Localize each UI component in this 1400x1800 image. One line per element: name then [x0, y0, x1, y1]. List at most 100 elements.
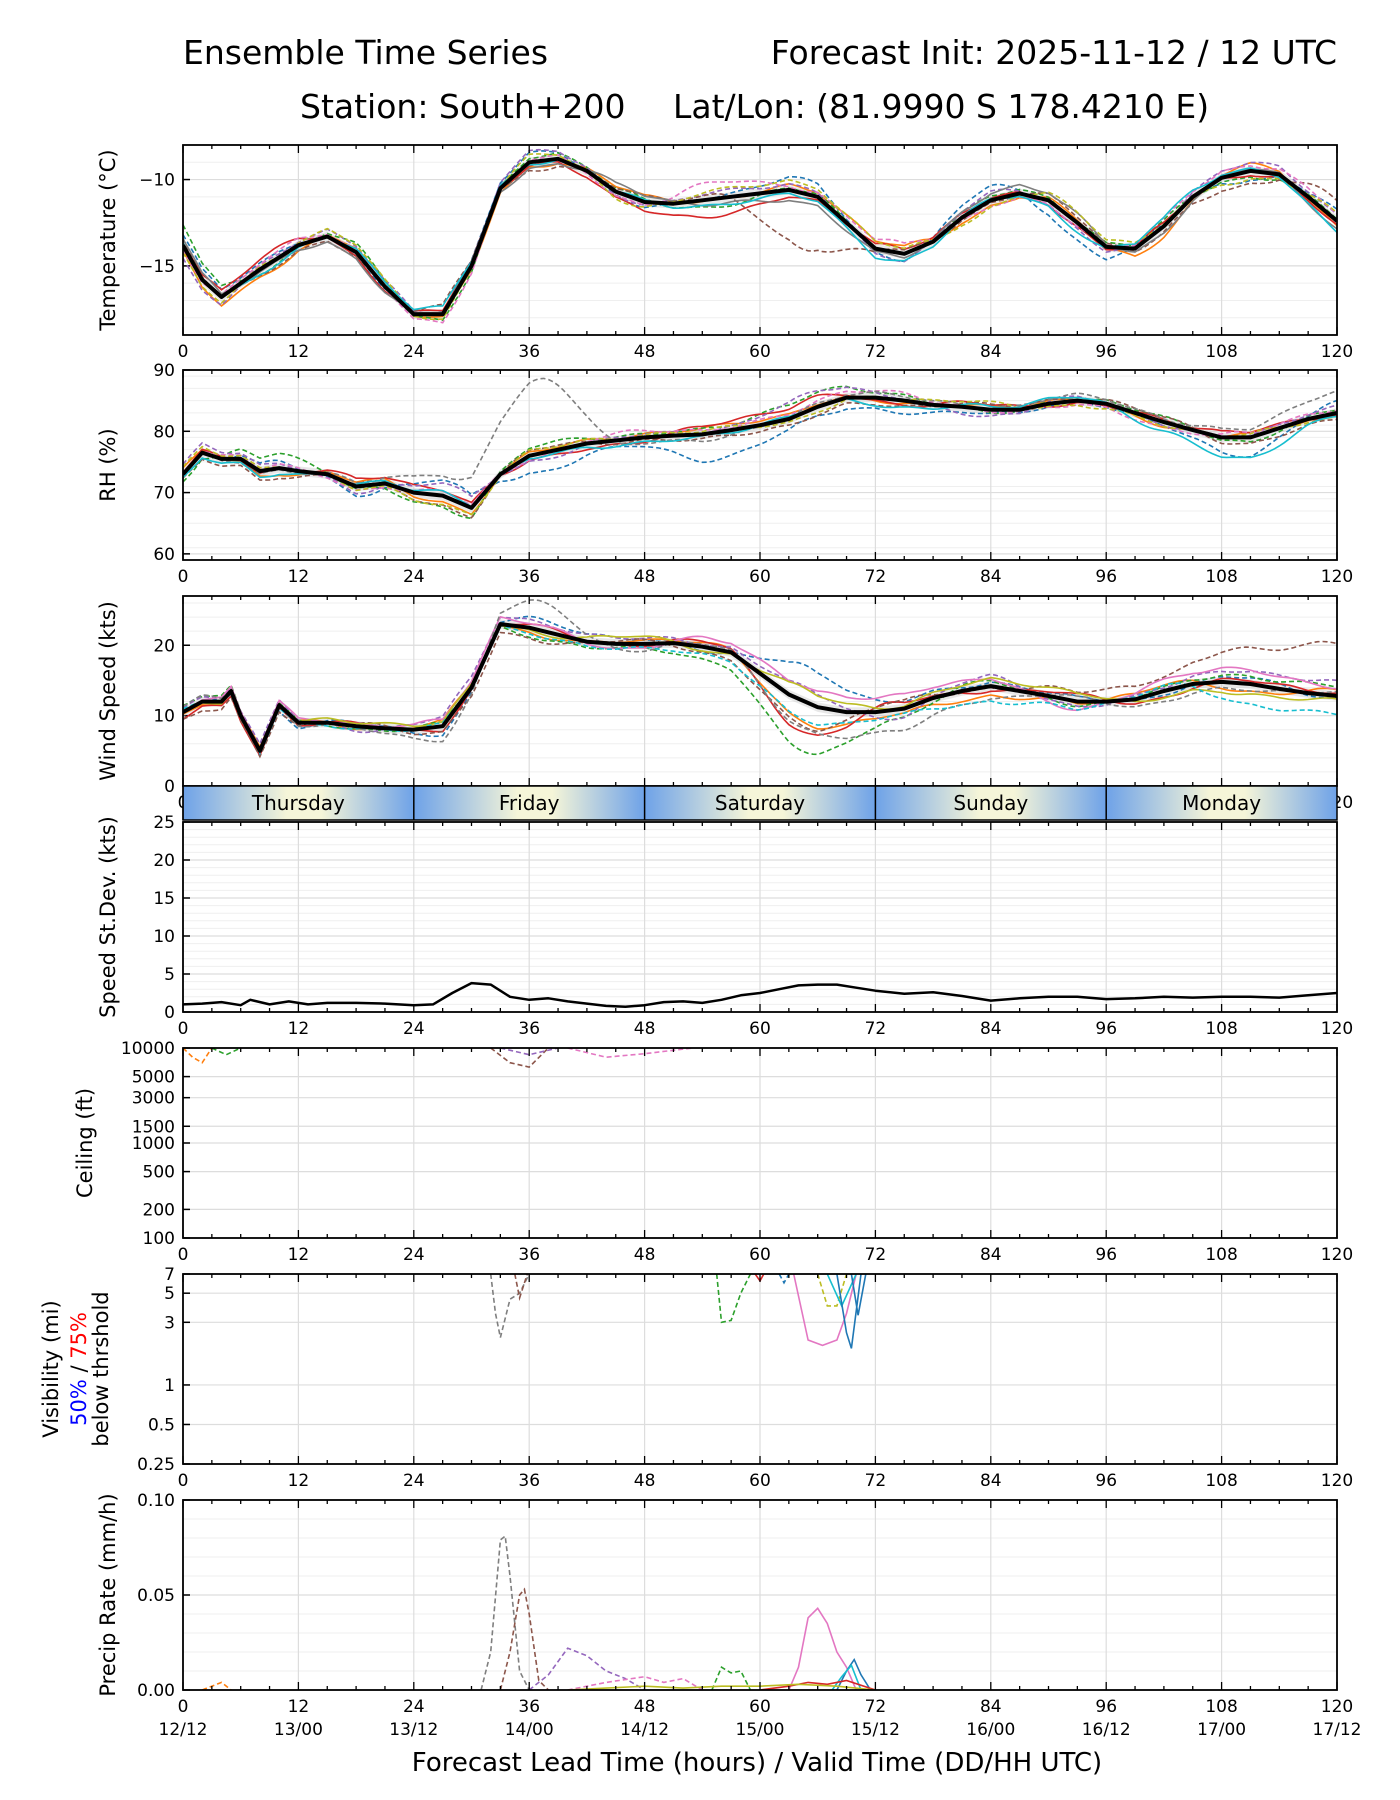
day-band-cell — [1106, 786, 1337, 820]
valid-time-label: 16/12 — [1082, 1720, 1131, 1740]
x-tick-label: 0 — [178, 1697, 189, 1717]
ensemble-member-line — [499, 1587, 549, 1690]
y-tick-label: 1000 — [132, 1134, 175, 1154]
y-tick-label: 0 — [164, 777, 175, 797]
x-tick-label: 120 — [1321, 1697, 1353, 1717]
ensemble-member-line — [183, 162, 1337, 314]
y-tick-label: 10 — [153, 707, 175, 727]
x-tick-label: 96 — [1095, 1697, 1117, 1717]
x-tick-label: 72 — [865, 1697, 887, 1717]
y-tick-label: 0.05 — [137, 1586, 175, 1606]
series-group — [183, 599, 1337, 759]
day-band-cell — [875, 786, 1107, 820]
series-group — [489, 1274, 867, 1349]
ensemble-member-line — [715, 1274, 752, 1324]
panel-frame — [182, 1499, 1338, 1691]
x-tick-label: 0 — [178, 1019, 189, 1039]
x-tick-label: 96 — [1095, 1019, 1117, 1039]
x-tick-label: 84 — [980, 1471, 1002, 1491]
ensemble-member-line — [211, 1048, 242, 1056]
ensemble-member-line — [500, 1048, 559, 1056]
x-tick-label: 108 — [1205, 342, 1237, 362]
valid-time-label: 13/12 — [389, 1720, 438, 1740]
x-tick-label: 84 — [980, 1245, 1002, 1265]
y-tick-label: 5 — [164, 965, 175, 985]
y-axis-title: RH (%) — [96, 428, 120, 501]
y-tick-label: 500 — [143, 1163, 175, 1183]
y-tick-label: −15 — [139, 257, 175, 277]
y-tick-label: 5000 — [132, 1068, 175, 1088]
x-tick-label: 48 — [634, 1471, 656, 1491]
x-tick-label: 36 — [518, 342, 540, 362]
panel-precip_rate: 0.00 0.05 0.10 0 12 24 36 48 60 72 84 96 108 120 Preci… — [96, 1491, 1353, 1717]
x-tick-label: 60 — [749, 1471, 771, 1491]
x-tick-label: 96 — [1095, 1245, 1117, 1265]
day-label: Sunday — [953, 791, 1028, 815]
panel-frame — [182, 369, 1338, 561]
x-tick-label: 60 — [749, 1019, 771, 1039]
x-tick-label: 36 — [518, 1019, 540, 1039]
valid-time-label: 17/00 — [1197, 1720, 1246, 1740]
valid-time-label: 17/12 — [1313, 1720, 1362, 1740]
y-tick-label: 70 — [153, 484, 175, 504]
y-tick-label: 1 — [164, 1376, 175, 1396]
x-tick-label: 24 — [403, 1471, 425, 1491]
series-group — [201, 1534, 876, 1690]
y-axis-title: Visibility (mi) — [39, 1300, 63, 1437]
day-label: Monday — [1182, 791, 1261, 815]
x-tick-label: 36 — [518, 567, 540, 587]
y-tick-label: 60 — [153, 545, 175, 565]
y-tick-label: 3000 — [132, 1089, 175, 1109]
x-tick-label: 108 — [1205, 1471, 1237, 1491]
day-band-cell — [644, 786, 876, 820]
ensemble-member-line — [792, 1274, 857, 1347]
x-tick-label: 12 — [288, 1697, 310, 1717]
ensemble-member-line — [836, 1657, 872, 1690]
threshold-75-label: 75% — [67, 1312, 91, 1359]
x-tick-label: 72 — [865, 1245, 887, 1265]
valid-time-label: 14/00 — [505, 1720, 554, 1740]
y-tick-label: 100 — [143, 1229, 175, 1249]
x-tick-label: 120 — [1321, 1019, 1353, 1039]
chart-title-right: Forecast Init: 2025-11-12 / 12 UTC — [771, 33, 1337, 72]
x-tick-label: 108 — [1205, 1697, 1237, 1717]
x-tick-label: 0 — [178, 567, 189, 587]
x-tick-label: 0 — [178, 342, 189, 362]
x-tick-label: 0 — [178, 1471, 189, 1491]
x-tick-label: 12 — [288, 1245, 310, 1265]
weekday-band: Thursday Friday Saturday Sunday Monday — [182, 785, 1338, 821]
x-tick-label: 12 — [288, 567, 310, 587]
valid-time-label: 15/12 — [851, 1720, 900, 1740]
x-tick-label: 84 — [980, 342, 1002, 362]
chart-title-station: Station: South+200 — [300, 87, 625, 126]
y-axis-title: Wind Speed (kts) — [96, 601, 120, 781]
y-tick-label: 20 — [153, 636, 175, 656]
x-tick-label: 0 — [178, 1245, 189, 1265]
x-tick-label: 120 — [1321, 1245, 1353, 1265]
x-tick-label: 48 — [634, 342, 656, 362]
y-tick-label: 7 — [164, 1265, 175, 1285]
x-tick-label: 84 — [980, 567, 1002, 587]
ensemble-member-line — [183, 389, 1337, 506]
ensemble-member-line — [816, 1274, 848, 1307]
y-tick-label: 0.5 — [148, 1415, 175, 1435]
panel-wind_speed: 0102001224364860728496108120Wind Speed (… — [96, 595, 1353, 813]
y-tick-label: 10 — [153, 927, 175, 947]
y-tick-label: 25 — [153, 813, 175, 833]
y-tick-label: −10 — [139, 171, 175, 191]
x-tick-label: 24 — [403, 567, 425, 587]
x-tick-label: 96 — [1095, 1471, 1117, 1491]
ensemble-member-line — [183, 1048, 213, 1064]
x-tick-label: 72 — [865, 342, 887, 362]
valid-time-label: 16/00 — [966, 1720, 1015, 1740]
valid-time-label: 15/00 — [736, 1720, 785, 1740]
x-tick-label: 12 — [288, 342, 310, 362]
ensemble-member-line — [183, 616, 1337, 746]
y-tick-label: 200 — [143, 1200, 175, 1220]
x-tick-label: 48 — [634, 567, 656, 587]
x-tick-label: 24 — [403, 1245, 425, 1265]
x-tick-label: 96 — [1095, 342, 1117, 362]
threshold-separator: / — [67, 1359, 91, 1379]
valid-time-label: 13/00 — [274, 1720, 323, 1740]
